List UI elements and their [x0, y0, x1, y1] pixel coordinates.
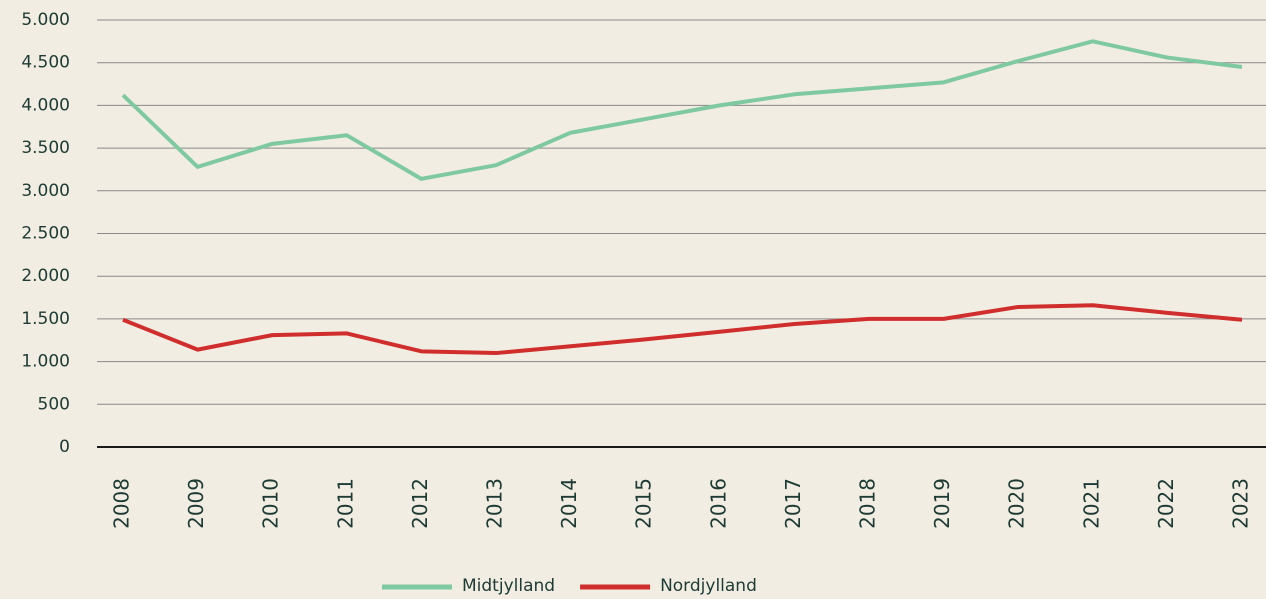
y-tick-label: 2.000	[21, 266, 70, 286]
y-tick-label: 3.000	[21, 181, 70, 201]
y-tick-label: 500	[38, 394, 70, 414]
x-tick-label: 2011	[333, 478, 357, 529]
x-tick-label: 2020	[1005, 478, 1029, 529]
line-series	[122, 303, 1243, 356]
legend-label: Nordjylland	[660, 576, 757, 596]
x-tick-label: 2022	[1154, 478, 1178, 529]
x-tick-label: 2009	[184, 478, 208, 529]
x-tick-label: 2013	[483, 478, 507, 529]
legend-label: Midtjylland	[462, 576, 555, 596]
x-tick-label: 2014	[557, 478, 581, 529]
line-series	[121, 39, 1243, 181]
y-tick-label: 4.000	[21, 95, 70, 115]
x-tick-label: 2015	[632, 478, 656, 529]
x-tick-label: 2021	[1079, 478, 1103, 529]
x-tick-label: 2010	[259, 478, 283, 529]
y-tick-label: 1.000	[21, 352, 70, 372]
y-tick-label: 2.500	[21, 224, 70, 244]
x-tick-label: 2019	[930, 478, 954, 529]
x-tick-label: 2008	[110, 478, 134, 529]
y-tick-label: 3.500	[21, 138, 70, 158]
x-tick-label: 2023	[1229, 478, 1253, 529]
y-tick-label: 0	[59, 437, 70, 457]
x-tick-label: 2017	[781, 478, 805, 529]
x-tick-label: 2016	[706, 478, 730, 529]
y-tick-label: 4.500	[21, 53, 70, 73]
x-tick-label: 2018	[856, 478, 880, 529]
y-tick-label: 5.000	[21, 10, 70, 30]
y-tick-label: 1.500	[21, 309, 70, 329]
x-tick-label: 2012	[408, 478, 432, 529]
